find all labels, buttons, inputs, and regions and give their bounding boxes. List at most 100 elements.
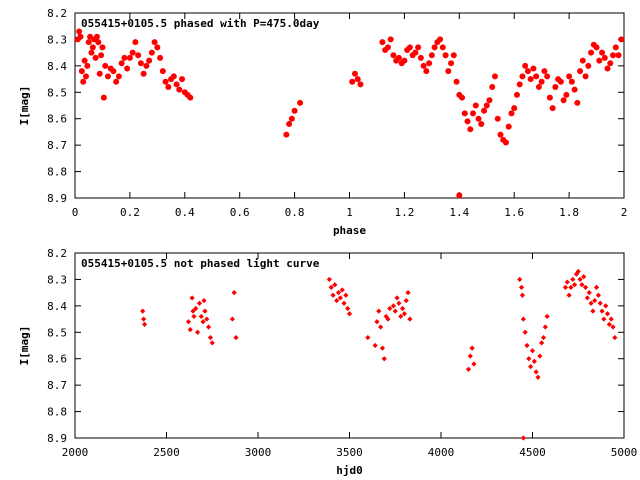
- top-data-point: [442, 52, 449, 59]
- bottom-data-point: [593, 284, 600, 290]
- bottom-y-axis-label: I[mag]: [18, 326, 31, 366]
- bottom-data-point: [599, 308, 605, 314]
- bottom-data-point: [374, 319, 380, 325]
- top-data-point: [448, 60, 455, 67]
- top-data-point: [80, 78, 87, 85]
- top-data-point: [140, 70, 147, 77]
- bottom-data-point: [201, 297, 207, 304]
- bottom-data-point: [141, 321, 148, 327]
- bottom-data-point: [401, 311, 407, 317]
- top-data-point: [76, 28, 83, 35]
- top-data-point: [527, 76, 534, 83]
- bottom-x-tick-label: 4500: [519, 446, 546, 459]
- bottom-y-tick-label: 8.8: [47, 406, 67, 419]
- top-data-point: [92, 54, 99, 61]
- bottom-data-point: [465, 366, 472, 372]
- top-data-point: [384, 44, 391, 51]
- bottom-data-point: [339, 287, 345, 293]
- bottom-x-axis-label: hjd0: [336, 464, 363, 477]
- bottom-data-point: [398, 313, 404, 320]
- top-data-point: [148, 49, 155, 56]
- top-y-tick-label: 8.2: [47, 7, 67, 20]
- bottom-data-point: [198, 313, 204, 320]
- top-data-point: [162, 78, 169, 85]
- top-data-point: [585, 62, 592, 69]
- bottom-data-point: [202, 308, 208, 314]
- bottom-x-tick-label: 3500: [336, 446, 363, 459]
- top-data-point: [426, 60, 433, 67]
- top-data-point: [423, 68, 430, 75]
- top-x-tick-label: 0.2: [120, 206, 140, 219]
- top-data-point: [475, 115, 482, 122]
- top-data-point: [522, 62, 529, 69]
- top-data-point: [395, 54, 402, 61]
- top-data-point: [568, 78, 575, 85]
- top-data-point: [549, 105, 556, 112]
- top-data-point: [291, 107, 298, 114]
- bottom-data-point: [603, 303, 609, 309]
- bottom-data-point: [387, 305, 393, 312]
- top-data-point: [406, 44, 413, 51]
- bottom-y-tick-label: 8.3: [47, 273, 67, 286]
- bottom-data-point: [345, 305, 351, 312]
- top-data-point: [129, 49, 136, 56]
- top-data-point: [81, 57, 88, 64]
- top-data-point: [283, 131, 290, 138]
- bottom-data-point: [469, 345, 475, 351]
- bottom-data-point: [191, 313, 197, 320]
- top-data-point: [508, 110, 515, 117]
- bottom-data-point: [205, 324, 212, 330]
- top-data-point: [187, 94, 194, 101]
- bottom-data-point: [229, 316, 235, 322]
- top-data-point: [530, 65, 537, 72]
- bottom-y-tick-label: 8.6: [47, 353, 67, 366]
- top-data-point: [571, 86, 578, 93]
- top-data-point: [288, 115, 295, 122]
- bottom-data-point: [394, 295, 400, 301]
- top-data-point: [491, 73, 498, 80]
- top-data-point: [552, 84, 559, 90]
- bottom-data-point: [564, 279, 570, 285]
- top-data-point: [604, 65, 611, 72]
- top-data-point: [439, 44, 446, 51]
- bottom-data-point: [330, 292, 336, 298]
- bottom-data-point: [189, 295, 195, 301]
- top-x-tick-label: 1.2: [394, 206, 414, 219]
- top-data-point: [470, 110, 477, 117]
- bottom-data-point: [586, 290, 592, 296]
- top-data-point: [135, 52, 142, 59]
- bottom-data-point: [608, 316, 614, 322]
- top-data-point: [618, 36, 625, 43]
- bottom-data-point: [531, 358, 537, 364]
- bottom-y-tick-label: 8.4: [47, 300, 67, 313]
- bottom-data-point: [372, 342, 378, 349]
- bottom-data-point: [528, 364, 534, 370]
- bottom-data-point: [518, 284, 525, 290]
- bottom-data-point: [537, 353, 543, 359]
- bottom-data-point: [383, 313, 389, 320]
- top-chart-title: 055415+0105.5 phased with P=475.0day: [81, 17, 320, 30]
- top-data-point: [544, 73, 551, 80]
- top-data-point: [390, 52, 397, 59]
- bottom-data-point: [588, 300, 594, 306]
- top-data-point: [286, 121, 293, 127]
- top-x-tick-label: 2: [621, 206, 628, 219]
- bottom-data-point: [542, 324, 548, 330]
- top-data-point: [524, 68, 531, 75]
- bottom-data-point: [233, 334, 239, 341]
- bottom-data-point: [522, 329, 528, 335]
- top-data-point: [349, 78, 356, 85]
- bottom-x-tick-label: 2000: [62, 446, 89, 459]
- top-data-point: [354, 76, 361, 83]
- top-data-point: [607, 60, 614, 67]
- bottom-data-point: [575, 268, 581, 275]
- bottom-data-point: [337, 295, 343, 301]
- top-data-point: [137, 60, 144, 67]
- top-data-point: [100, 94, 107, 101]
- top-data-point: [535, 84, 542, 90]
- top-data-point: [615, 52, 622, 59]
- bottom-data-point: [601, 316, 607, 322]
- top-data-point: [505, 123, 512, 130]
- top-y-tick-label: 8.9: [47, 192, 67, 205]
